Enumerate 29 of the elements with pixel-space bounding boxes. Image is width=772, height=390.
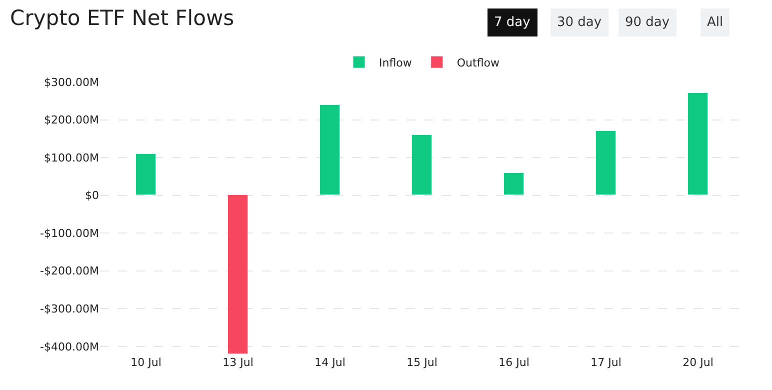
- chart-title: Crypto ETF Net Flows: [10, 6, 234, 30]
- x-tick-label: 13 Jul: [222, 356, 254, 369]
- legend-label: Inflow: [379, 56, 412, 70]
- y-tick-label: $0: [85, 189, 99, 202]
- bar: [320, 104, 340, 195]
- y-tick-label: $100.00M: [44, 151, 99, 164]
- bar: [596, 130, 616, 195]
- y-tick-label: -$300.00M: [40, 302, 99, 316]
- x-tick-label: 10 Jul: [130, 356, 162, 369]
- y-tick-label: $200.00M: [44, 114, 99, 127]
- x-tick-label: 20 Jul: [682, 356, 714, 369]
- bar: [228, 194, 248, 354]
- text: 7 day: [494, 15, 531, 30]
- bar: [412, 134, 432, 195]
- y-tick-label: -$400.00M: [40, 340, 99, 354]
- x-tick-label: 14 Jul: [314, 356, 346, 369]
- bar: [136, 154, 156, 195]
- x-tick-label: 17 Jul: [590, 356, 622, 369]
- x-tick-label: 16 Jul: [498, 356, 530, 369]
- y-tick-label: -$200.00M: [40, 264, 99, 278]
- bar: [688, 92, 708, 195]
- legend-label: Outflow: [456, 56, 500, 70]
- y-tick-label: -$100.00M: [40, 226, 99, 240]
- x-tick-label: 15 Jul: [406, 356, 438, 369]
- text: 90 day: [625, 15, 670, 30]
- bar: [504, 172, 524, 195]
- y-tick-label: $300.00M: [44, 76, 99, 89]
- text: All: [707, 15, 724, 30]
- text: 30 day: [557, 15, 602, 30]
